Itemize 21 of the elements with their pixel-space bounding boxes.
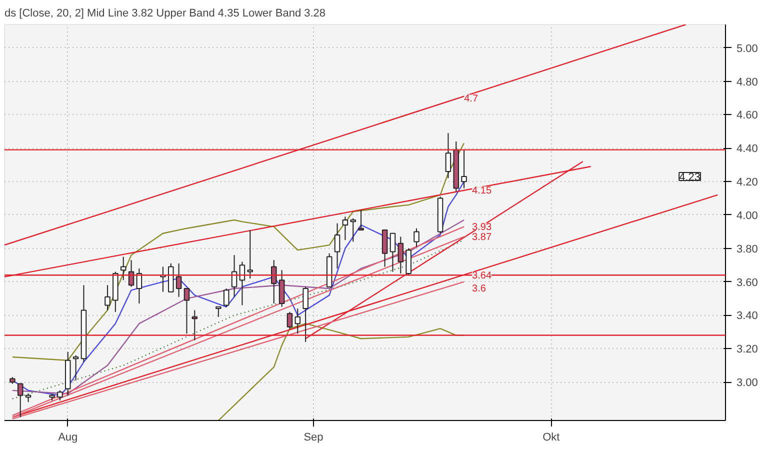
y-tick-label: 4.20 [736, 176, 758, 189]
y-tick-label: 5.00 [736, 42, 758, 55]
y-tick-label: 4.40 [736, 143, 758, 156]
annotation: 3.6 [472, 283, 486, 294]
annotation: 3.93 [472, 222, 492, 234]
y-tick-label: 3.60 [736, 276, 758, 289]
y-tick-label: 4.80 [736, 76, 758, 88]
y-tick-label: 3.40 [736, 310, 758, 322]
annotation: 4.15 [472, 185, 492, 196]
annotation: 3.64 [472, 270, 492, 282]
annotation: 3.87 [472, 232, 492, 244]
x-tick-label: Aug [58, 432, 78, 444]
annotation: 4.7 [464, 94, 478, 105]
x-tick-label: Okt [542, 432, 560, 444]
y-tick-label: 3.20 [736, 344, 758, 356]
x-tick-label: Sep [304, 432, 324, 444]
y-tick-label: 3.00 [736, 377, 758, 390]
y-tick-label: 4.00 [736, 210, 758, 222]
chart-title: ds [Close, 20, 2] Mid Line 3.82 Upper Band 4.35 Lower Band 3.28 [4, 8, 326, 20]
y-tick-label: 4.60 [736, 110, 758, 122]
y-tick-label: 3.80 [736, 243, 758, 256]
